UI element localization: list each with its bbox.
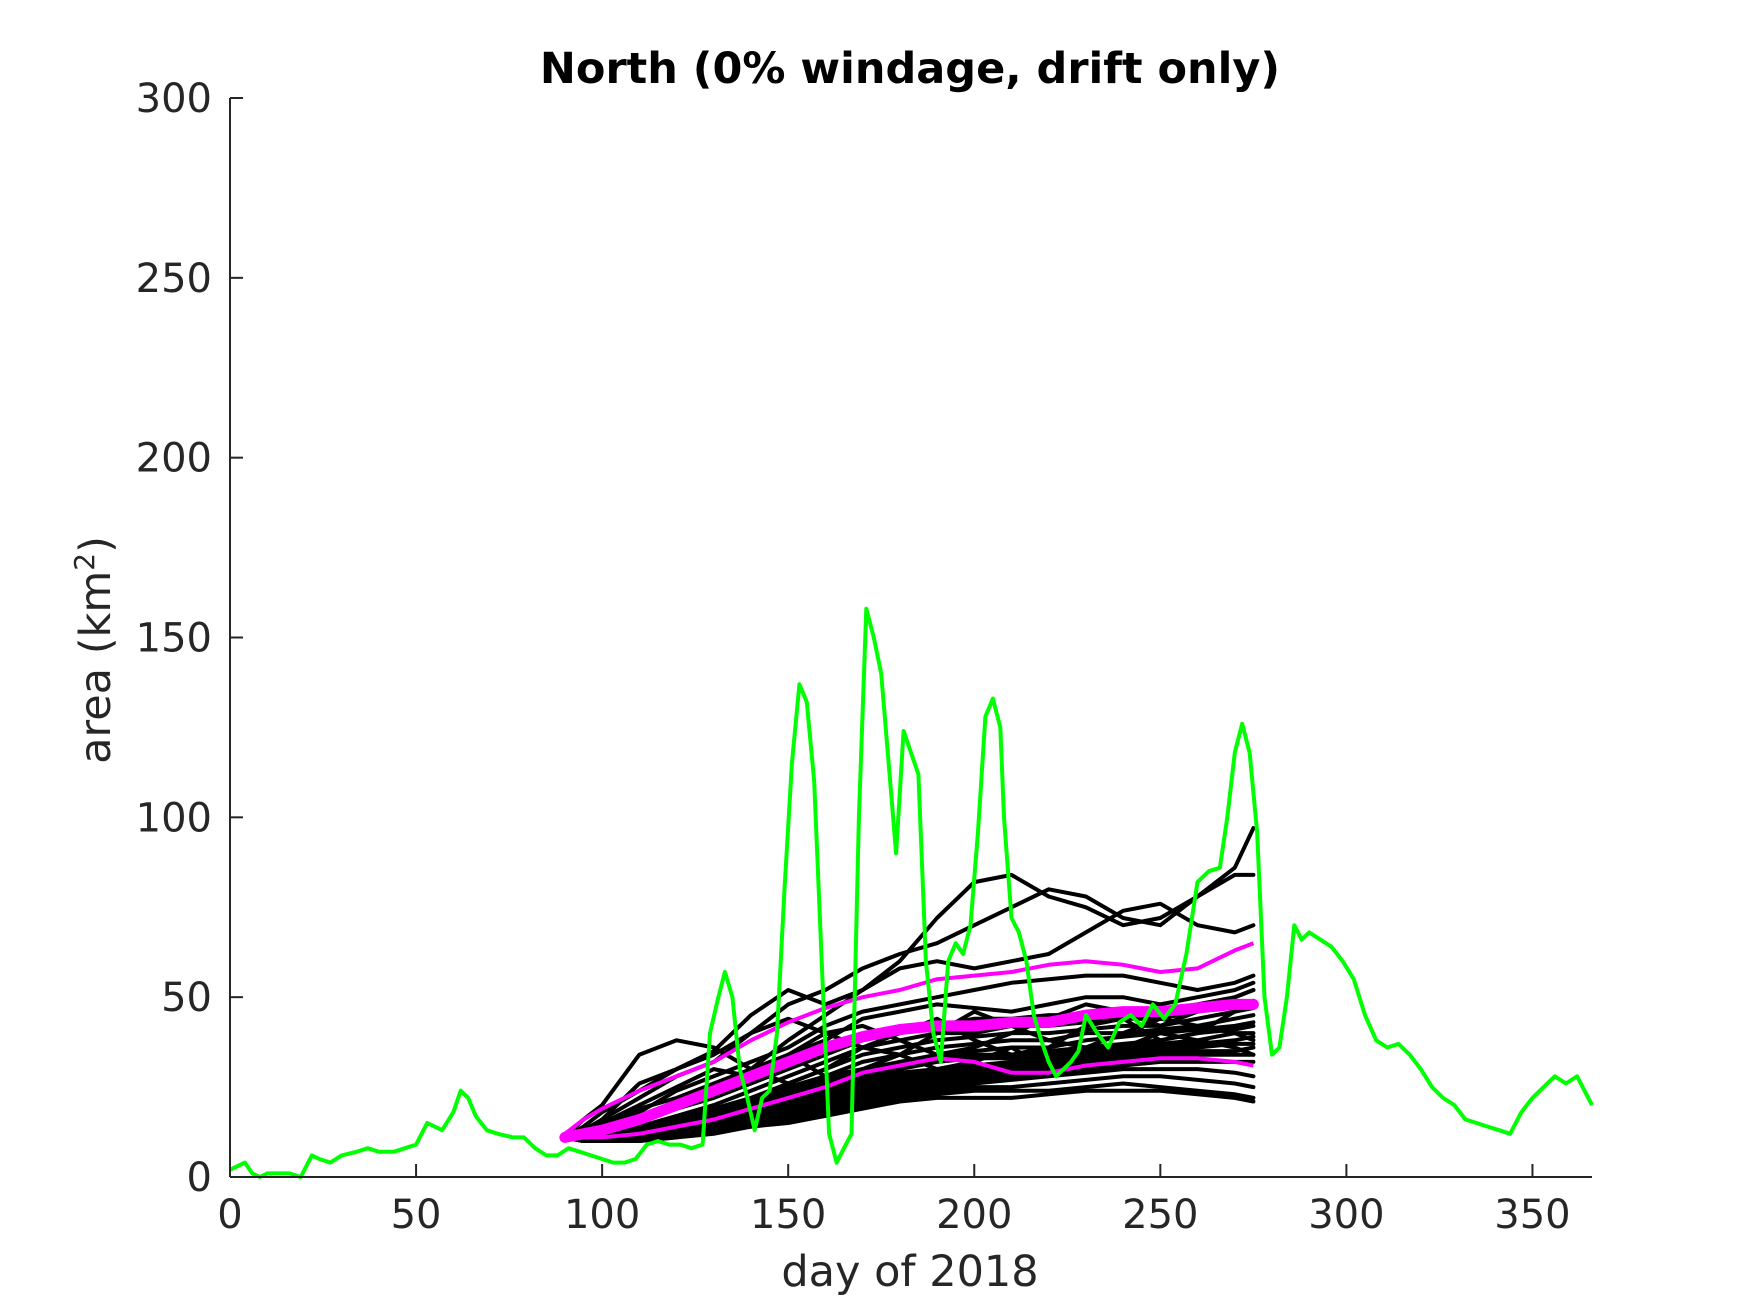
x-ticks: 0 50 100 150 200 250 300 350 bbox=[217, 1164, 1571, 1238]
y-axis-label: area (km2) bbox=[68, 536, 121, 764]
y-tick-label: 300 bbox=[136, 76, 212, 122]
x-tick-label: 150 bbox=[750, 1192, 826, 1238]
ensemble-upper-line bbox=[563, 941, 1255, 1136]
plot-lines bbox=[229, 606, 1594, 1179]
ensemble-lower-line bbox=[564, 1056, 1254, 1140]
ensemble-member-line bbox=[562, 872, 1256, 1140]
x-tick-label: 0 bbox=[217, 1192, 242, 1238]
ensemble-member-line bbox=[562, 1006, 1256, 1140]
y-axis-label-main: area (km bbox=[71, 571, 121, 764]
y-tick-label: 150 bbox=[136, 616, 212, 662]
axes bbox=[229, 98, 1592, 1178]
y-tick-label: 0 bbox=[187, 1155, 212, 1201]
x-tick-label: 350 bbox=[1494, 1192, 1570, 1238]
ensemble-member-line bbox=[562, 1074, 1256, 1143]
y-tick-label: 250 bbox=[136, 256, 212, 302]
x-tick-label: 200 bbox=[936, 1192, 1012, 1238]
y-axis-label-close: ) bbox=[71, 536, 121, 553]
x-tick-label: 250 bbox=[1122, 1192, 1198, 1238]
x-tick-label: 50 bbox=[391, 1192, 442, 1238]
ensemble-member-line bbox=[562, 901, 1256, 1140]
y-axis-label-superscript: 2 bbox=[68, 553, 101, 571]
chart-title: North (0% windage, drift only) bbox=[540, 44, 1280, 94]
observed-line bbox=[229, 606, 1594, 1179]
ensemble-member-line bbox=[562, 826, 1256, 1140]
y-tick-label: 200 bbox=[136, 436, 212, 482]
y-tick-label: 50 bbox=[161, 975, 212, 1021]
x-axis-label: day of 2018 bbox=[781, 1247, 1038, 1297]
x-tick-label: 100 bbox=[564, 1192, 640, 1238]
y-tick-label: 100 bbox=[136, 795, 212, 841]
y-ticks: 0 50 100 150 200 250 300 bbox=[136, 76, 243, 1201]
ensemble-member-line bbox=[562, 1088, 1256, 1143]
ensemble-member-line bbox=[562, 988, 1256, 1140]
x-tick-label: 300 bbox=[1308, 1192, 1384, 1238]
